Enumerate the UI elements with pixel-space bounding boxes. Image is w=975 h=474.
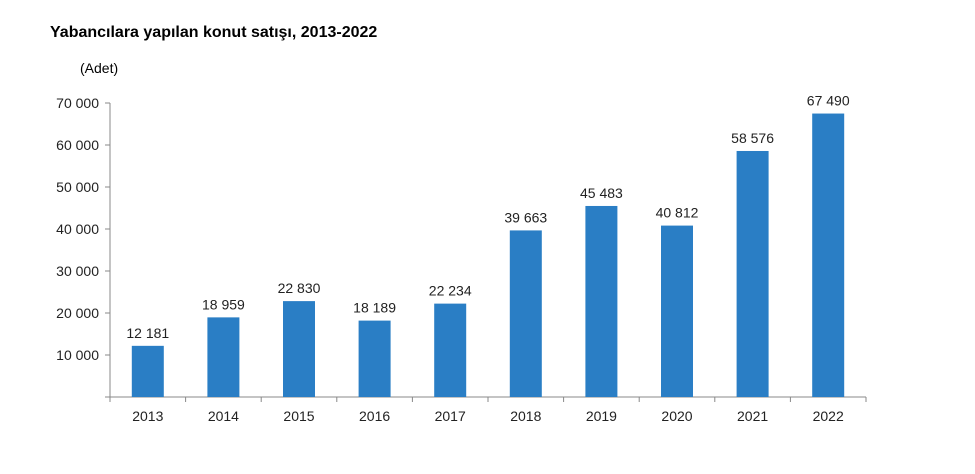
x-tick-label: 2016 xyxy=(359,408,390,424)
data-label: 45 483 xyxy=(580,185,623,201)
x-tick-label: 2019 xyxy=(586,408,617,424)
y-tick-label: 10 000 xyxy=(56,347,99,363)
data-label: 58 576 xyxy=(731,130,774,146)
bar xyxy=(207,317,240,397)
x-tick-label: 2021 xyxy=(737,408,768,424)
y-tick-label: 20 000 xyxy=(56,305,99,321)
unit-label: (Adet) xyxy=(80,60,119,76)
data-label: 39 663 xyxy=(504,209,547,225)
y-tick-label: 30 000 xyxy=(56,263,99,279)
x-tick-label: 2013 xyxy=(132,408,163,424)
x-tick-label: 2015 xyxy=(283,408,314,424)
data-label: 18 959 xyxy=(202,296,245,312)
x-tick-label: 2020 xyxy=(661,408,692,424)
x-tick-label: 2014 xyxy=(208,408,239,424)
bar xyxy=(736,150,769,397)
x-tick-label: 2017 xyxy=(435,408,466,424)
y-tick-label: 60 000 xyxy=(56,137,99,153)
x-tick-label: 2018 xyxy=(510,408,541,424)
bar xyxy=(283,301,315,397)
bar xyxy=(131,345,164,397)
data-label: 18 189 xyxy=(353,300,396,316)
y-tick-label: 70 000 xyxy=(56,95,99,111)
x-tick-label: 2022 xyxy=(813,408,844,424)
data-label: 22 234 xyxy=(429,283,472,299)
bar xyxy=(585,205,618,397)
bar xyxy=(661,225,693,397)
bar xyxy=(434,303,467,397)
data-label: 67 490 xyxy=(807,93,850,109)
chart-title: Yabancılara yapılan konut satışı, 2013-2… xyxy=(50,24,378,41)
data-label: 22 830 xyxy=(278,280,321,296)
bar xyxy=(812,113,845,398)
bar xyxy=(358,320,391,397)
y-tick-label: 40 000 xyxy=(56,221,99,237)
bar xyxy=(509,230,542,397)
data-label: 40 812 xyxy=(656,205,699,221)
data-label: 12 181 xyxy=(126,325,169,341)
y-tick-label: 50 000 xyxy=(56,179,99,195)
